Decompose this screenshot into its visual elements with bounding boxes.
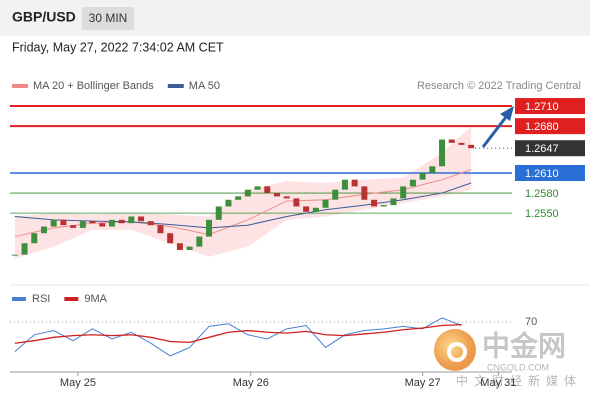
legend-swatch [167, 84, 184, 88]
candle [264, 186, 271, 194]
legend-label: MA 50 [189, 80, 220, 92]
candle [167, 233, 174, 244]
candle [186, 246, 193, 250]
credit: Research © 2022 Trading Central [417, 80, 581, 92]
level-label: 1.2710 [525, 101, 559, 113]
last-price-label: 1.2647 [525, 143, 559, 155]
rsi-line [14, 323, 462, 344]
timeframe-box[interactable] [82, 7, 134, 30]
x-tick-label: May 27 [405, 377, 441, 389]
candle [215, 206, 222, 220]
pair: GBP/USD [12, 9, 76, 25]
candle [312, 207, 319, 212]
legend-label: 9MA [84, 293, 107, 305]
watermark-slogan: 中文财经新媒体 [456, 373, 582, 388]
candle [11, 254, 18, 256]
candle [380, 205, 387, 207]
candle [60, 219, 67, 226]
legend-label: MA 20 + Bollinger Bands [33, 80, 154, 92]
candle [293, 198, 300, 207]
candle [273, 193, 280, 197]
candle [206, 219, 213, 237]
candle [235, 196, 242, 200]
candle [390, 198, 397, 206]
rsi-panel: RSI 9MA 70 [10, 293, 537, 357]
candle [128, 216, 135, 224]
candle [448, 139, 455, 143]
candle [371, 199, 378, 207]
candle [99, 223, 106, 227]
candle [409, 179, 416, 187]
candle [341, 179, 348, 190]
watermark: 中金网 CNGOLD.COM 中文财经新媒体 [434, 329, 582, 388]
candle [439, 139, 446, 167]
candle [303, 206, 310, 212]
candle [196, 236, 203, 247]
candle [361, 186, 368, 200]
level-box [515, 118, 585, 135]
candle [400, 186, 407, 199]
level-label: 1.2610 [525, 168, 559, 180]
candle [21, 243, 28, 255]
candle [138, 216, 145, 222]
arrow-shaft [481, 116, 508, 148]
candle [244, 189, 251, 197]
candle [70, 225, 77, 228]
watermark-brand: 中金网 [482, 329, 566, 361]
legend-swatch [12, 84, 28, 88]
timeframe[interactable]: 30 MIN [89, 11, 128, 25]
candle [468, 144, 475, 149]
candle [40, 226, 47, 234]
price-panel: MA 20 + Bollinger Bands MA 50 Research © 2… [10, 80, 585, 259]
timestamp: Friday, May 27, 2022 7:34:02 AM CET [12, 40, 224, 54]
candle [419, 172, 426, 180]
candle [50, 219, 57, 227]
level-label: 1.2680 [525, 121, 559, 133]
legend-swatch [64, 297, 79, 301]
candle [322, 199, 329, 208]
arrow-head [500, 106, 514, 121]
candle [332, 189, 339, 200]
candle [176, 243, 183, 250]
watermark-logo-mark [447, 342, 467, 362]
candle [254, 186, 261, 190]
candle [89, 221, 96, 224]
y-tick-label: 70 [525, 316, 537, 328]
candle [31, 233, 38, 244]
candle [157, 225, 164, 234]
level-label: 1.2580 [525, 188, 559, 200]
trend-arrow [481, 106, 514, 148]
legend-swatch [12, 297, 26, 301]
x-tick-label: May 26 [233, 377, 269, 389]
level-box [515, 164, 585, 181]
candle [283, 196, 290, 199]
candle [79, 221, 86, 228]
level-box [515, 98, 585, 115]
candle [108, 219, 115, 227]
watermark-site: CNGOLD.COM [487, 362, 549, 372]
x-tick-label: May 25 [60, 377, 96, 389]
candle [225, 199, 232, 207]
candle [147, 221, 154, 226]
legend-label: RSI [32, 293, 50, 305]
bollinger-band [14, 126, 472, 259]
candle [118, 219, 125, 224]
ma-line [14, 182, 472, 229]
watermark-logo [434, 329, 476, 371]
rsi-line [14, 317, 462, 357]
candle [351, 179, 358, 187]
x-tick-label: May 31 [480, 377, 516, 389]
candle [458, 142, 465, 145]
candle [429, 166, 436, 173]
level-label: 1.2550 [525, 208, 559, 220]
last-price-box [515, 140, 585, 157]
